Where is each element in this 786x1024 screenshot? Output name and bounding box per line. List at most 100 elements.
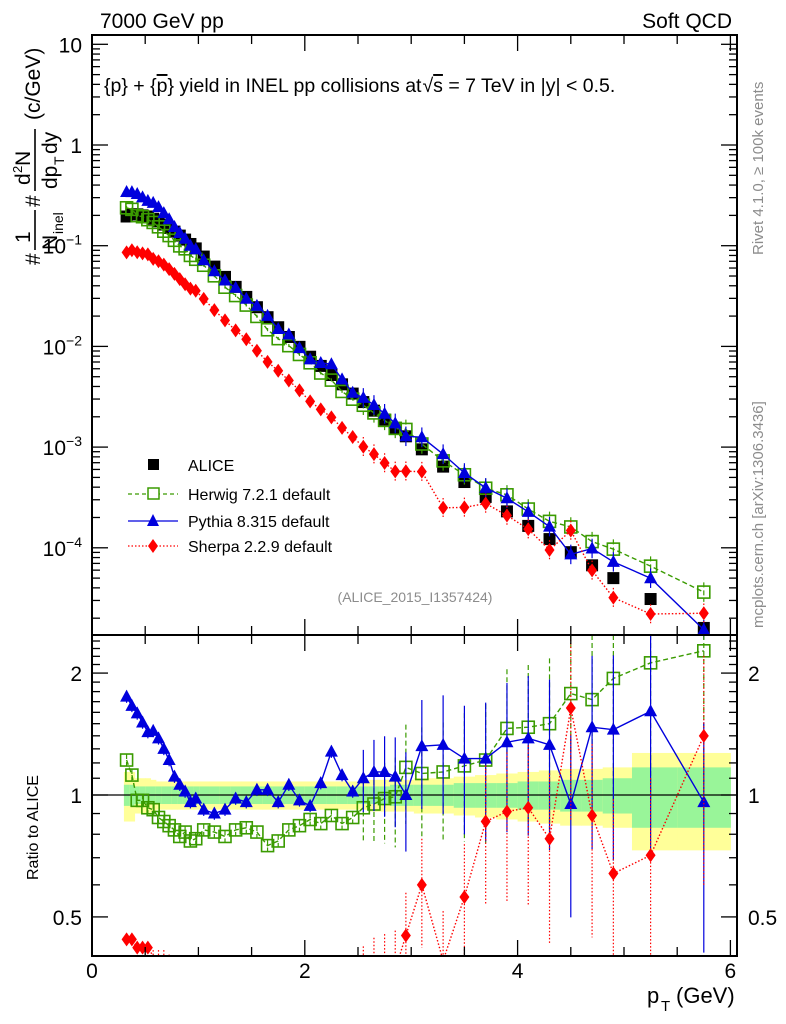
stat-band xyxy=(602,778,633,814)
pythia-ratio-point xyxy=(324,744,338,757)
pythia-point xyxy=(367,397,381,410)
pythia-ratio-point xyxy=(378,764,392,777)
pythia-ratio-point xyxy=(521,731,535,744)
main-ylabel: # 1 N inel # d 2 N dp T dy (c/GeV) xyxy=(10,48,67,265)
pythia-ratio-point xyxy=(152,731,165,744)
ylabel-units: (c/GeV) xyxy=(22,48,45,120)
pythia-point xyxy=(399,429,413,442)
pythia-point xyxy=(173,226,187,239)
xlabel-units: (GeV) xyxy=(676,983,735,1008)
main-ytick-label: 10−4 xyxy=(43,534,83,561)
pythia-ratio-point xyxy=(335,768,349,781)
pythia-point xyxy=(271,322,285,335)
pythia-point xyxy=(178,231,192,244)
pythia-ratio-point xyxy=(229,791,243,804)
sherpa-point xyxy=(326,410,337,425)
ylabel-hash-2: # xyxy=(22,195,45,207)
pythia-point xyxy=(564,547,578,560)
ratio-series-layer xyxy=(119,635,711,956)
pythia-ratio-point xyxy=(167,769,181,782)
pythia-point xyxy=(157,206,171,219)
tick-exponent: −3 xyxy=(66,433,82,449)
legend-entry-herwig: Herwig 7.2.1 default xyxy=(128,487,331,504)
sherpa-ratio-point xyxy=(459,889,470,904)
legend-label-sherpa: Sherpa 2.2.9 default xyxy=(188,539,333,556)
pythia-ratio-point xyxy=(399,788,413,800)
pythia-point xyxy=(261,308,275,321)
ratio-ytick-label: 0.5 xyxy=(53,907,82,930)
pythia-ratio-point xyxy=(457,751,471,764)
analysis-annotation: (ALICE_2015_I1357424) xyxy=(338,589,493,605)
herwig-ratio-point xyxy=(119,753,134,767)
sherpa-point xyxy=(198,291,209,306)
alice-point xyxy=(644,593,657,606)
pythia-ratio-point xyxy=(367,764,381,777)
sherpa-point xyxy=(523,522,534,537)
legend-entry-alice: ALICE xyxy=(148,458,234,475)
ratio-ylabel: Ratio to ALICE xyxy=(25,775,42,880)
pythia-ratio-point xyxy=(436,737,450,750)
tick-base: 10 xyxy=(43,236,66,259)
title-s: s xyxy=(433,75,443,97)
pythia-ratio-point xyxy=(125,698,139,711)
xtick-label: 2 xyxy=(299,960,311,983)
rivet-label: Rivet 4.1.0, ≥ 100k events xyxy=(750,82,767,255)
pythia-ratio-point xyxy=(314,776,328,789)
sherpa-point xyxy=(251,343,262,358)
pythia-point xyxy=(152,200,165,213)
sherpa-point xyxy=(358,439,369,454)
main-ytick-label: 10 xyxy=(59,34,82,57)
sherpa-ratio-point xyxy=(587,808,598,823)
tick-exponent: −2 xyxy=(66,332,82,348)
pythia-ratio-point xyxy=(207,806,221,819)
legend-marker-sherpa xyxy=(148,539,158,553)
pythia-point xyxy=(239,291,253,304)
pythia-ratio-point xyxy=(157,741,171,754)
pythia-point xyxy=(543,519,557,532)
title-pbar: p xyxy=(157,75,168,97)
sherpa-point xyxy=(241,332,252,347)
pythia-point xyxy=(606,554,620,567)
ylabel-n: N xyxy=(39,235,62,250)
sherpa-point xyxy=(379,455,390,470)
pythia-point xyxy=(697,622,711,635)
sherpa-ratio-point xyxy=(698,728,709,743)
herwig-ratio-point xyxy=(324,808,339,823)
sherpa-point xyxy=(220,313,230,328)
pythia-ratio-line xyxy=(125,696,705,815)
herwig-ratio-point xyxy=(313,816,328,831)
alice-point xyxy=(543,533,556,546)
pythia-ratio-point xyxy=(130,706,144,719)
herwig-ratio-point xyxy=(345,810,360,825)
sherpa-point xyxy=(608,590,619,605)
sherpa-ratio-point xyxy=(544,831,555,846)
herwig-point xyxy=(282,338,296,353)
tick-base: 10 xyxy=(43,538,66,561)
tick-base: 10 xyxy=(43,437,66,460)
herwig-ratio-point xyxy=(228,823,243,837)
ylabel-d-sup: 2 xyxy=(10,166,25,173)
pythia-ratio-point xyxy=(415,739,429,752)
sherpa-ratio-point xyxy=(523,800,534,815)
sherpa-ratio-point xyxy=(126,932,137,947)
sherpa-point xyxy=(698,606,709,621)
herwig-ratio-point xyxy=(260,838,275,853)
sherpa-point xyxy=(262,354,273,369)
pythia-point xyxy=(197,253,211,266)
main-series-layer xyxy=(119,185,711,640)
herwig-ratio-point xyxy=(196,823,211,837)
pythia-point xyxy=(457,465,471,478)
legend-marker-alice xyxy=(148,459,159,470)
pythia-ratio-point xyxy=(346,784,360,797)
title-part-b: } yield in INEL pp collisions at xyxy=(167,75,422,97)
pythia-ratio-point xyxy=(146,723,160,736)
ylabel-hash-1: # xyxy=(22,253,45,265)
herwig-ratio-point xyxy=(125,768,139,782)
pythia-ratio-point xyxy=(292,793,306,806)
pythia-ratio-point xyxy=(479,751,493,764)
pythia-point xyxy=(335,372,349,385)
pythia-ratio-point xyxy=(120,689,134,702)
pythia-point xyxy=(479,480,493,493)
pythia-point xyxy=(388,416,402,429)
